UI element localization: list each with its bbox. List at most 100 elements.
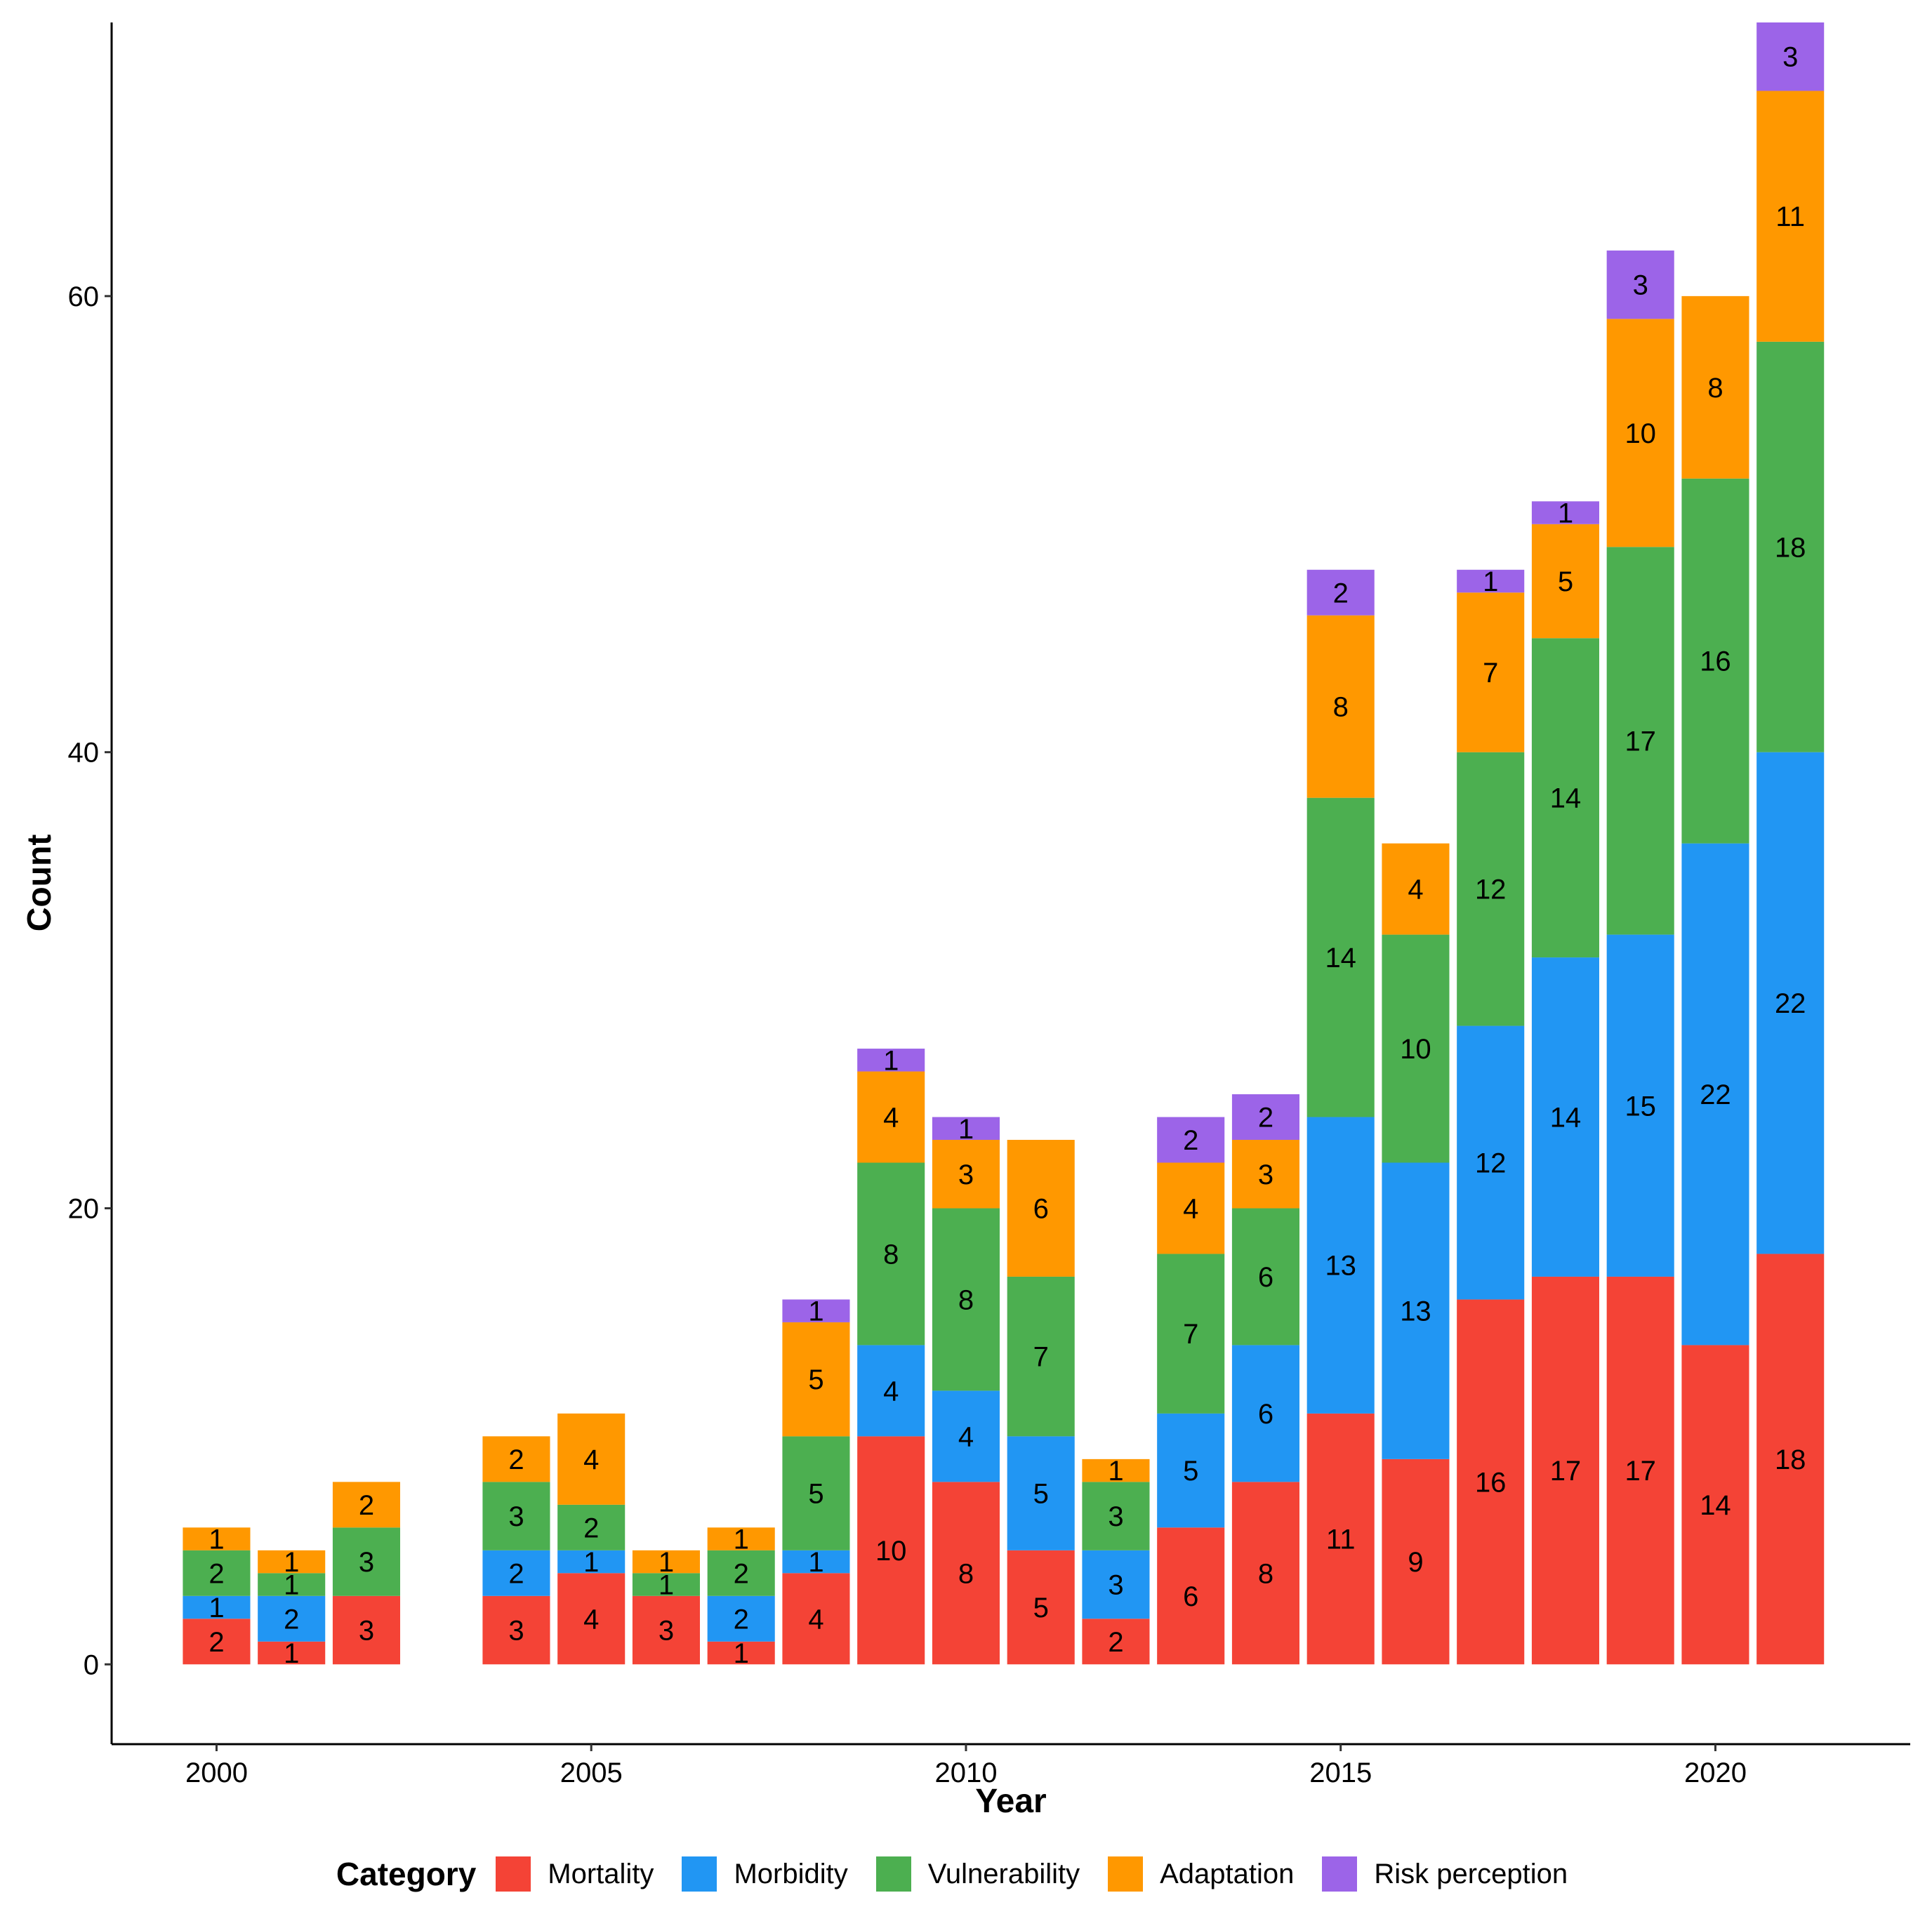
bar-label-2017-morbidity: 12: [1475, 1148, 1507, 1179]
bar-2001-vulnerability: [258, 1573, 326, 1596]
x-tick-label: 2000: [185, 1758, 248, 1788]
bar-2008-mortality: [782, 1573, 850, 1665]
bar-2001-mortality: [258, 1641, 326, 1665]
bar-2017-risk-perception: [1457, 569, 1525, 593]
bar-2017-mortality: [1457, 1299, 1525, 1665]
bar-label-2015-adaptation: 8: [1333, 692, 1349, 723]
bar-2002-mortality: [332, 1595, 400, 1665]
bar-label-2019-vulnerability: 17: [1625, 726, 1656, 757]
bar-label-2013-risk-perception: 2: [1183, 1125, 1198, 1156]
bar-2009-risk-perception: [857, 1049, 925, 1072]
y-tick-label: 20: [68, 1193, 100, 1224]
bar-label-2004-adaptation: 2: [508, 1444, 524, 1475]
legend-swatch-mortality: [496, 1856, 531, 1892]
bar-2015-risk-perception: [1306, 569, 1375, 616]
bar-label-2017-mortality: 16: [1475, 1467, 1507, 1498]
x-tick-label: 2005: [560, 1758, 623, 1788]
bar-2012-adaptation: [1082, 1459, 1150, 1482]
bar-2007-adaptation: [707, 1527, 775, 1550]
legend-item-risk-perception: Risk perception: [1322, 1856, 1568, 1892]
bar-label-2002-vulnerability: 3: [359, 1547, 374, 1578]
bar-label-2005-vulnerability: 2: [583, 1513, 599, 1543]
bar-label-2021-risk-perception: 3: [1782, 42, 1798, 73]
bar-label-2001-adaptation: 1: [284, 1547, 299, 1578]
bar-label-2012-mortality: 2: [1108, 1627, 1123, 1658]
bar-label-2004-morbidity: 2: [508, 1558, 524, 1589]
bar-2021-risk-perception: [1756, 22, 1825, 91]
bar-2014-mortality: [1231, 1482, 1299, 1665]
bar-2011-vulnerability: [1007, 1276, 1075, 1437]
bar-label-2000-mortality: 2: [209, 1627, 224, 1658]
bar-label-2020-mortality: 14: [1700, 1490, 1731, 1521]
x-ticks: 2000 2005 2010 2015 2020: [185, 1744, 1747, 1788]
bar-label-2000-morbidity: 1: [209, 1593, 224, 1623]
bar-label-2016-morbidity: 13: [1400, 1296, 1431, 1327]
bar-2008-vulnerability: [782, 1436, 850, 1550]
bar-2015-adaptation: [1306, 615, 1375, 798]
bar-label-2005-adaptation: 4: [583, 1444, 599, 1475]
bar-label-2005-mortality: 4: [583, 1604, 599, 1635]
bar-label-2021-vulnerability: 18: [1775, 532, 1806, 563]
bar-label-2018-mortality: 17: [1550, 1456, 1582, 1487]
bar-2019-morbidity: [1606, 934, 1674, 1277]
bar-2018-mortality: [1531, 1276, 1599, 1665]
bar-label-2020-vulnerability: 16: [1700, 646, 1731, 677]
x-tick-label: 2015: [1309, 1758, 1372, 1788]
bar-label-2019-mortality: 17: [1625, 1456, 1656, 1487]
bar-label-2011-mortality: 5: [1033, 1593, 1049, 1623]
legend-swatch-adaptation: [1108, 1856, 1144, 1892]
y-ticks: 0 20 40 60: [68, 281, 112, 1680]
bar-label-2010-mortality: 8: [958, 1558, 974, 1589]
bar-2013-risk-perception: [1157, 1117, 1225, 1163]
y-tick-label: 60: [68, 281, 100, 312]
bar-2016-adaptation: [1382, 843, 1450, 935]
bar-label-2009-morbidity: 4: [883, 1376, 899, 1407]
bar-label-2015-risk-perception: 2: [1333, 578, 1349, 609]
bar-label-2015-mortality: 11: [1326, 1524, 1356, 1555]
bar-label-2016-vulnerability: 10: [1400, 1034, 1431, 1065]
bar-2002-adaptation: [332, 1482, 400, 1528]
x-tick-label: 2020: [1684, 1758, 1747, 1788]
bar-label-2015-vulnerability: 14: [1325, 943, 1356, 974]
bars-layer: [183, 22, 1825, 1665]
bar-2009-adaptation: [857, 1071, 925, 1163]
legend-item-mortality: Mortality: [496, 1856, 654, 1892]
legend-item-adaptation: Adaptation: [1108, 1856, 1294, 1892]
bar-label-2001-vulnerability: 1: [284, 1570, 299, 1601]
bar-2007-mortality: [707, 1641, 775, 1665]
bar-label-2008-risk-perception: 1: [808, 1296, 823, 1327]
bar-label-2017-risk-perception: 1: [1483, 566, 1498, 597]
bar-2018-adaptation: [1531, 524, 1599, 639]
bar-2017-morbidity: [1457, 1025, 1525, 1300]
bar-label-2013-morbidity: 5: [1183, 1456, 1198, 1487]
legend-item-morbidity: Morbidity: [682, 1856, 848, 1892]
bar-label-2015-morbidity: 13: [1325, 1251, 1356, 1282]
bar-2008-adaptation: [782, 1322, 850, 1437]
legend-label-morbidity: Morbidity: [734, 1858, 848, 1889]
bar-2021-vulnerability: [1756, 341, 1825, 752]
bar-2000-morbidity: [183, 1595, 251, 1619]
bar-2005-vulnerability: [557, 1504, 626, 1550]
bar-2016-morbidity: [1382, 1162, 1450, 1459]
bar-2009-vulnerability: [857, 1162, 925, 1345]
bar-2019-adaptation: [1606, 319, 1674, 547]
bar-2013-mortality: [1157, 1527, 1225, 1665]
bar-label-2016-mortality: 9: [1408, 1547, 1423, 1578]
bar-label-2006-adaptation: 1: [659, 1547, 674, 1578]
bar-label-2021-morbidity: 22: [1775, 988, 1806, 1019]
bar-2006-adaptation: [632, 1550, 700, 1574]
bar-2010-adaptation: [932, 1140, 1000, 1209]
legend-swatch-risk-perception: [1322, 1856, 1358, 1892]
bar-label-2011-adaptation: 6: [1033, 1193, 1049, 1224]
bar-label-2001-morbidity: 2: [284, 1604, 299, 1635]
bar-label-2001-mortality: 1: [284, 1638, 299, 1669]
bar-label-2008-morbidity: 1: [808, 1547, 823, 1578]
bar-2017-vulnerability: [1457, 752, 1525, 1026]
bar-2000-vulnerability: [183, 1550, 251, 1596]
bar-2011-adaptation: [1007, 1140, 1075, 1277]
legend-item-vulnerability: Vulnerability: [875, 1856, 1080, 1892]
bar-2017-adaptation: [1457, 592, 1525, 752]
bar-2010-vulnerability: [932, 1208, 1000, 1391]
legend: Category Mortality Morbidity Vulnerability…: [0, 1846, 1932, 1902]
